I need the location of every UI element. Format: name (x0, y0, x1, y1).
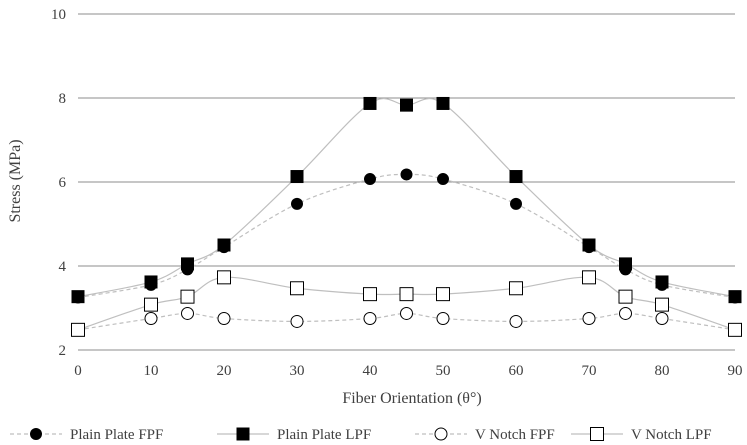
data-point-v-notch-fpf-20 (217, 312, 231, 325)
series-line-plain-plate-lpf (77, 98, 736, 298)
y-tick-label-6: 6 (59, 175, 67, 191)
data-point-plain-plate-lpf-20 (217, 238, 231, 252)
legend-marker-plain-plate-fpf (30, 428, 42, 440)
data-point-plain-plate-lpf-80 (655, 275, 669, 289)
data-point-v-notch-lpf-70 (582, 270, 596, 285)
series-line-v-notch-lpf (77, 276, 736, 331)
data-point-v-notch-fpf-45 (400, 306, 413, 320)
data-point-v-notch-lpf-60 (509, 281, 523, 296)
x-tick-label-70: 70 (582, 363, 597, 379)
data-point-plain-plate-lpf-15 (181, 257, 194, 271)
x-tick-label-80: 80 (655, 363, 670, 379)
data-point-v-notch-fpf-15 (181, 306, 194, 320)
series-line-plain-plate-fpf (77, 173, 736, 299)
x-tick-label-30: 30 (290, 363, 305, 379)
data-point-plain-plate-lpf-45 (400, 98, 413, 112)
y-tick-label-8: 8 (59, 91, 67, 107)
data-point-v-notch-lpf-45 (399, 287, 414, 302)
data-point-v-notch-lpf-80 (655, 297, 669, 312)
x-tick-label-50: 50 (436, 363, 451, 379)
data-point-v-notch-lpf-15 (180, 289, 195, 304)
x-tick-label-60: 60 (509, 363, 524, 379)
y-tick-labels: 2 4 6 8 10 (51, 7, 67, 359)
y-tick-label-10: 10 (51, 7, 66, 23)
data-point-plain-plate-lpf-10 (144, 275, 158, 289)
data-point-plain-plate-fpf-50 (437, 173, 449, 186)
x-tick-labels: 0 10 20 30 40 50 60 70 80 90 (74, 363, 742, 379)
data-point-v-notch-fpf-40 (363, 312, 377, 325)
legend: Plain Plate FPF Plain Plate LPF V Notch FP… (10, 427, 712, 443)
data-point-plain-plate-lpf-40 (363, 96, 377, 110)
data-point-v-notch-lpf-0 (71, 322, 85, 337)
x-tick-label-0: 0 (74, 363, 82, 379)
data-point-plain-plate-fpf-45 (400, 168, 413, 181)
data-point-v-notch-fpf-75 (619, 306, 632, 320)
data-point-v-notch-fpf-50 (436, 312, 450, 325)
data-point-plain-plate-lpf-60 (509, 170, 523, 184)
data-point-v-notch-lpf-75 (618, 289, 633, 304)
data-point-plain-plate-lpf-50 (436, 96, 450, 110)
data-point-v-notch-fpf-80 (655, 312, 669, 325)
data-point-v-notch-fpf-10 (144, 312, 158, 325)
data-point-v-notch-fpf-30 (290, 314, 304, 328)
legend-label-plain-plate-lpf: Plain Plate LPF (277, 427, 371, 443)
data-point-v-notch-lpf-90 (728, 322, 742, 337)
legend-label-v-notch-lpf: V Notch LPF (631, 427, 712, 443)
data-point-v-notch-lpf-50 (436, 287, 450, 302)
y-axis-label: Stress (MPa) (7, 139, 24, 222)
data-point-v-notch-lpf-30 (290, 281, 304, 296)
x-axis-label: Fiber Orientation (θ°) (342, 390, 481, 407)
data-point-plain-plate-lpf-0 (71, 290, 85, 304)
x-tick-label-90: 90 (728, 363, 743, 379)
series-markers (71, 96, 742, 337)
data-point-v-notch-lpf-40 (363, 287, 377, 302)
data-point-plain-plate-fpf-30 (291, 197, 303, 210)
data-point-v-notch-fpf-70 (582, 312, 596, 325)
data-point-plain-plate-lpf-30 (290, 170, 304, 184)
data-point-plain-plate-fpf-40 (364, 173, 376, 186)
legend-label-v-notch-fpf: V Notch FPF (475, 427, 555, 443)
legend-marker-v-notch-fpf (434, 427, 448, 441)
data-point-v-notch-lpf-20 (217, 270, 231, 285)
x-tick-label-40: 40 (363, 363, 378, 379)
x-tick-label-20: 20 (217, 363, 232, 379)
legend-label-plain-plate-fpf: Plain Plate FPF (70, 427, 163, 443)
data-point-plain-plate-fpf-60 (510, 197, 522, 210)
data-point-v-notch-lpf-10 (144, 297, 158, 312)
data-point-v-notch-fpf-60 (509, 314, 523, 328)
legend-marker-v-notch-lpf (590, 427, 604, 441)
y-tick-label-2: 2 (59, 343, 67, 359)
data-point-plain-plate-lpf-75 (619, 257, 632, 271)
data-point-plain-plate-lpf-70 (582, 238, 596, 252)
legend-marker-plain-plate-lpf (236, 427, 250, 441)
x-tick-label-10: 10 (144, 363, 159, 379)
data-point-plain-plate-lpf-90 (728, 290, 742, 304)
y-tick-label-4: 4 (59, 259, 67, 275)
